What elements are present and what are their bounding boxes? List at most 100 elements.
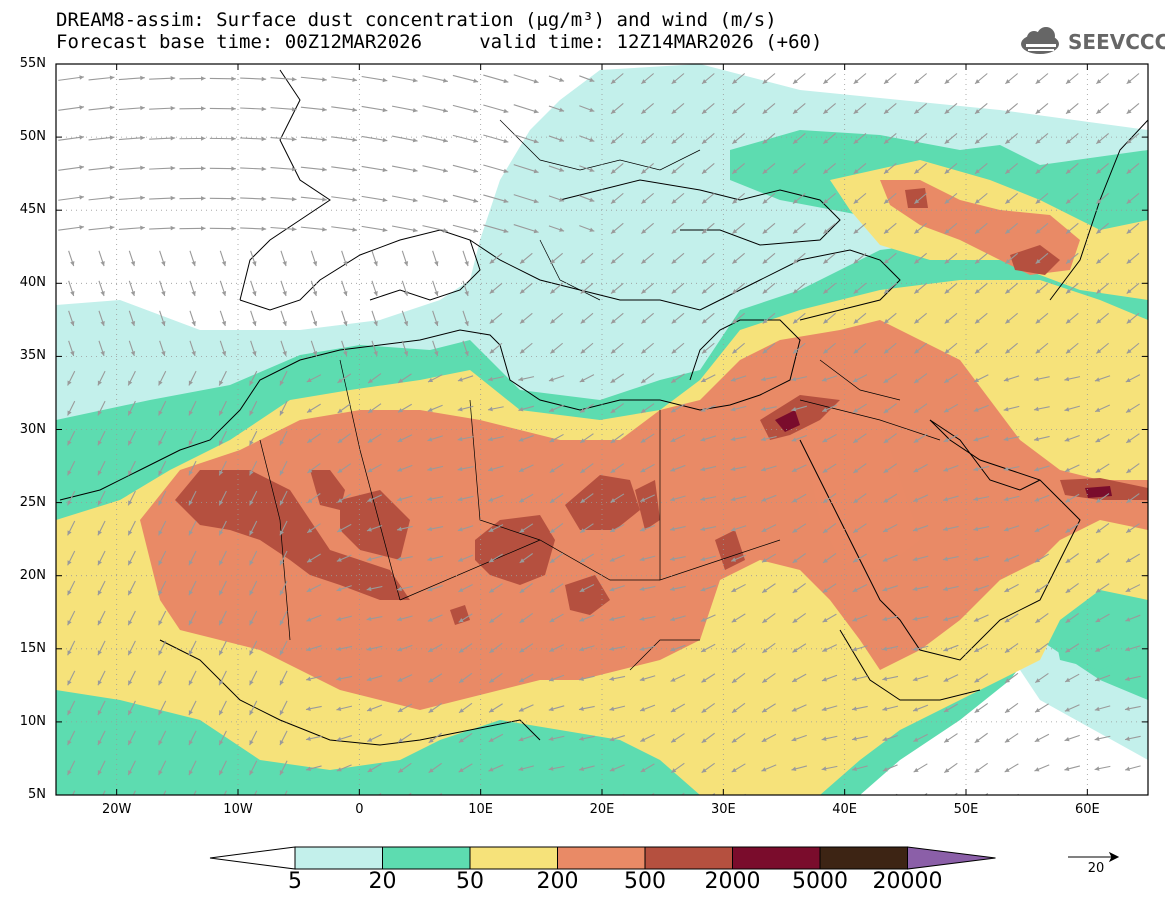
wind-arrow: [371, 310, 378, 327]
wind-arrow: [883, 433, 897, 444]
wind-arrow: [852, 584, 868, 593]
wind-arrow: [912, 585, 929, 592]
wind-arrow: [760, 376, 777, 382]
wind-arrow: [118, 105, 145, 111]
wind-arrow: [730, 405, 747, 412]
wind-arrow: [489, 342, 503, 354]
wind-arrow: [671, 162, 685, 175]
wind-arrow: [853, 463, 867, 474]
wind-arrow: [1003, 495, 1020, 502]
wind-arrow: [853, 282, 867, 294]
wind-arrow: [641, 133, 654, 145]
wind-arrow: [853, 73, 867, 85]
wind-arrow: [1126, 493, 1140, 504]
wind-arrow: [310, 250, 318, 267]
wind-arrow: [701, 73, 715, 85]
wind-arrow: [218, 640, 227, 656]
latitude-label: 30N: [19, 421, 46, 437]
wind-arrow: [361, 165, 388, 173]
wind-arrow: [240, 136, 267, 142]
wind-arrow: [188, 610, 197, 626]
wind-arrow: [883, 103, 897, 115]
wind-arrow: [279, 520, 288, 536]
wind-arrow: [883, 162, 897, 175]
wind-arrow: [822, 493, 837, 504]
wind-arrow: [1004, 763, 1019, 773]
wind-arrow: [549, 644, 564, 653]
wind-arrow: [458, 613, 473, 623]
wind-arrow: [1126, 252, 1140, 264]
wind-arrow: [549, 463, 564, 474]
wind-arrow: [58, 135, 85, 141]
wind-arrow: [550, 252, 563, 264]
colorbar-label: 5000: [792, 869, 848, 894]
wind-arrow: [341, 280, 348, 297]
wind-arrow: [973, 404, 989, 412]
wind-arrow: [97, 640, 106, 656]
wind-arrow: [730, 495, 747, 502]
wind-arrow: [853, 342, 867, 354]
wind-arrow: [1096, 162, 1109, 175]
wind-arrow: [974, 73, 988, 85]
wind-arrow: [398, 762, 412, 774]
wind-arrow: [912, 555, 929, 562]
wind-arrow: [1005, 342, 1018, 354]
latitude-label: 35N: [19, 348, 46, 364]
wind-arrow: [279, 640, 288, 656]
wind-arrow: [58, 195, 85, 201]
wind-arrow: [401, 310, 409, 327]
wind-arrow: [337, 433, 351, 444]
wind-arrow: [67, 760, 76, 776]
wind-arrow: [188, 460, 197, 476]
wind-arrow: [579, 374, 595, 383]
wind-arrow: [1124, 705, 1141, 711]
wind-arrow: [549, 583, 564, 594]
wind-arrow: [974, 192, 988, 205]
wind-arrow: [823, 73, 836, 85]
wind-arrow: [974, 312, 988, 324]
wind-arrow: [97, 520, 106, 536]
wind-arrow: [422, 165, 448, 173]
wind-arrow: [853, 222, 867, 235]
wind-arrow: [669, 525, 686, 532]
wind-arrow: [549, 433, 564, 443]
colorbar-label: 2000: [704, 869, 761, 894]
wind-arrow: [458, 583, 473, 593]
wind-arrow: [462, 280, 469, 297]
wind-arrow: [762, 162, 776, 175]
wind-arrow: [822, 553, 837, 564]
wind-arrow: [1003, 436, 1020, 442]
wind-arrow: [593, 794, 595, 795]
wind-arrow: [188, 760, 197, 776]
wind-arrow: [306, 645, 322, 652]
wind-vectors: [58, 73, 1141, 795]
wind-arrow: [1035, 133, 1049, 145]
wind-arrow: [337, 463, 352, 474]
longitude-label: 10E: [468, 802, 494, 817]
wind-arrow: [279, 400, 288, 416]
wind-arrow: [609, 585, 625, 592]
wind-arrow: [730, 375, 747, 382]
wind-arrow: [1125, 553, 1140, 563]
wind-arrow: [1096, 73, 1109, 85]
wind-arrow: [427, 585, 443, 592]
wind-arrow: [97, 610, 106, 626]
wind-arrow: [457, 466, 474, 472]
wind-arrow: [310, 280, 318, 297]
wind-arrow: [127, 430, 136, 446]
wind-arrow: [1126, 73, 1140, 85]
wind-arrow: [671, 252, 685, 264]
wind-arrow: [209, 136, 236, 141]
wind-arrow: [548, 404, 565, 413]
wind-arrow: [489, 612, 503, 624]
wind-arrow: [671, 103, 685, 115]
wind-arrow: [422, 225, 448, 233]
wind-arrow: [307, 493, 321, 504]
wind-arrow: [579, 584, 595, 593]
seevccc-logo: [1021, 27, 1059, 54]
wind-arrow: [578, 735, 595, 741]
wind-arrow: [882, 764, 898, 772]
wind-arrow: [731, 583, 746, 593]
wind-arrow: [791, 493, 807, 503]
wind-arrow: [88, 225, 115, 231]
